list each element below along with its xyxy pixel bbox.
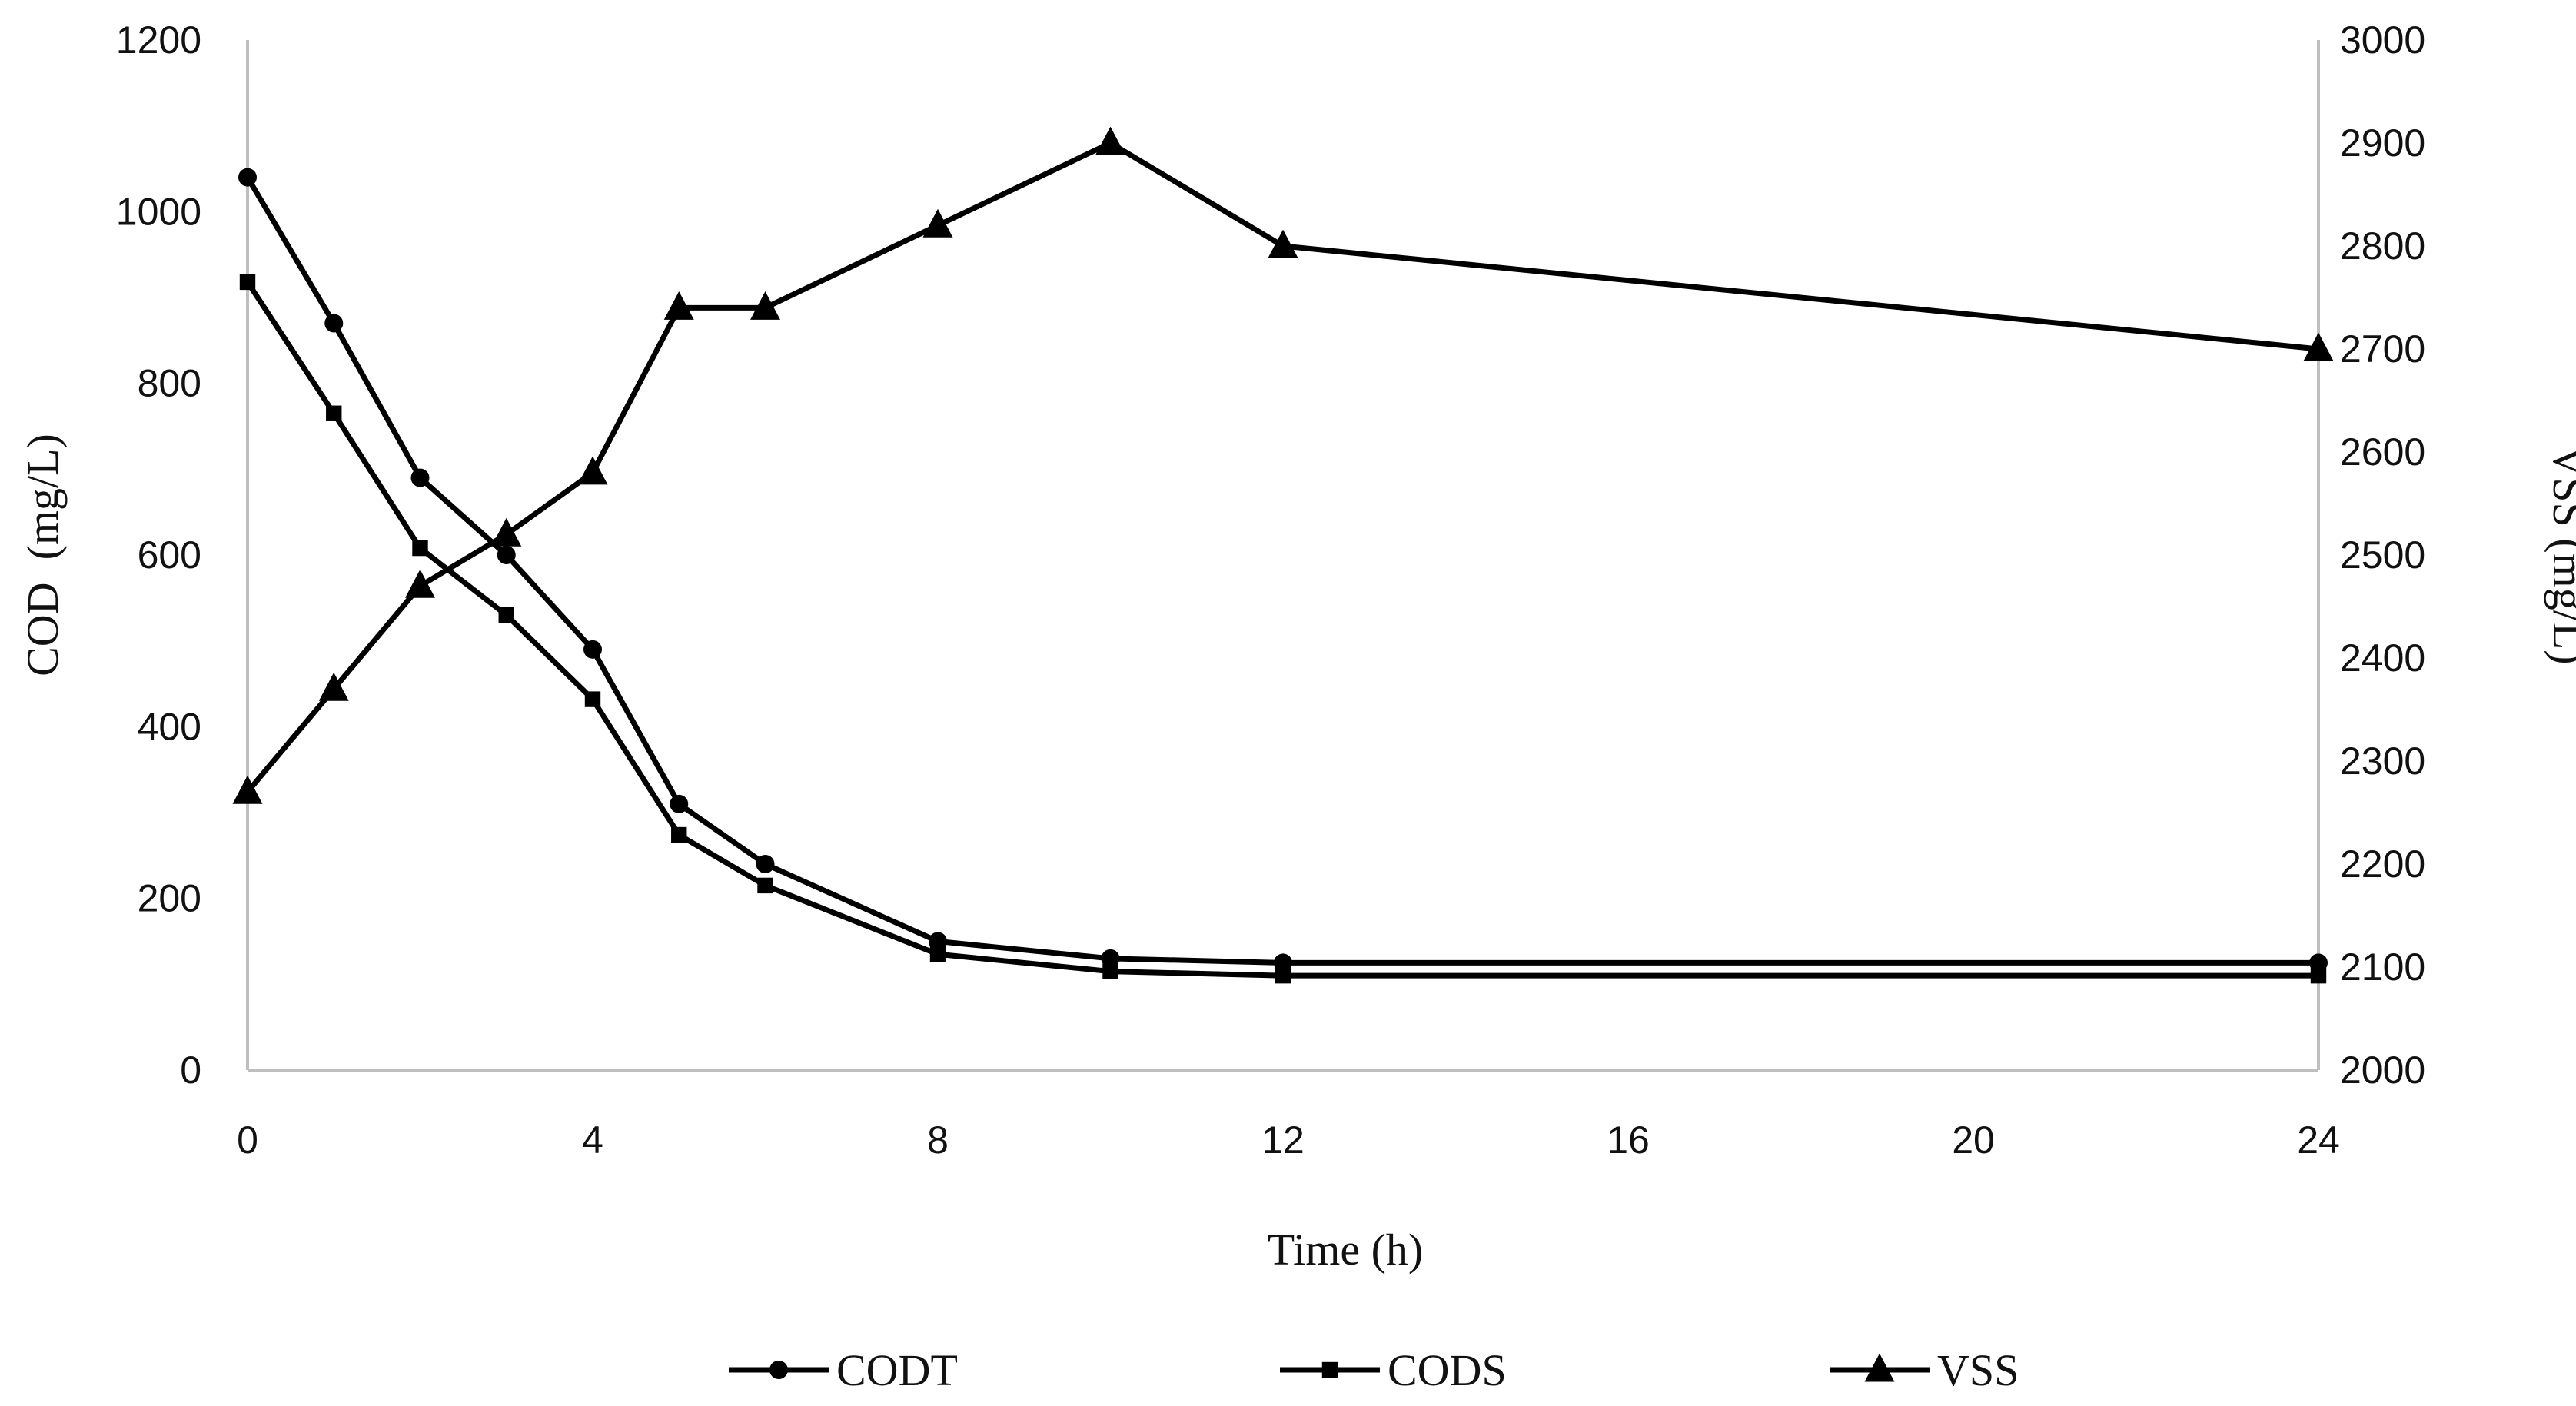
- left-y-tick-label: 400: [138, 705, 201, 748]
- left-y-tick-label: 0: [180, 1049, 201, 1092]
- data-point: [232, 775, 263, 804]
- right-y-tick-label: 2100: [2340, 946, 2425, 989]
- x-tick-label: 12: [1261, 1118, 1305, 1162]
- left-y-axis-title: COD (mg/L): [18, 434, 68, 676]
- data-point: [2303, 332, 2334, 361]
- series-line: [244, 175, 2318, 966]
- data-point: [410, 468, 430, 487]
- x-tick-label: 24: [2297, 1118, 2340, 1162]
- data-point: [2309, 953, 2328, 972]
- series-cods: [239, 274, 2327, 984]
- x-tick-label: 16: [1607, 1118, 1650, 1162]
- data-point: [584, 691, 601, 707]
- x-tick-label: 20: [1952, 1118, 1995, 1162]
- data-point: [2310, 967, 2327, 984]
- data-point: [922, 208, 953, 238]
- x-tick-label: 4: [582, 1118, 603, 1162]
- data-point: [318, 672, 349, 701]
- axes: [246, 40, 2320, 1072]
- series-line: [245, 280, 2318, 979]
- series-codt: [238, 168, 2328, 972]
- right-y-tick-label: 3000: [2340, 18, 2425, 61]
- right-y-tick-label: 2600: [2340, 430, 2425, 474]
- series: [232, 126, 2334, 984]
- right-y-tick-label: 2200: [2340, 843, 2425, 886]
- legend-label: CODT: [836, 1345, 958, 1395]
- right-y-axis-title: VSS (mg/L): [2544, 445, 2576, 664]
- data-point: [1095, 126, 1125, 155]
- data-point: [750, 291, 780, 320]
- left-y-tick-label: 200: [138, 877, 201, 920]
- right-y-tick-label: 2900: [2340, 121, 2425, 165]
- right-y-tick-label: 2700: [2340, 327, 2425, 371]
- data-point: [491, 517, 522, 547]
- legend-label: VSS: [1937, 1345, 2019, 1395]
- right-y-tick-label: 2500: [2340, 533, 2425, 577]
- legend-marker: [1864, 1353, 1895, 1382]
- left-y-tick-label: 800: [138, 362, 201, 405]
- right-y-tick-label: 2000: [2340, 1049, 2425, 1092]
- x-tick-label: 0: [237, 1118, 258, 1162]
- data-point: [577, 456, 608, 485]
- legend: CODT CODS VSS: [729, 1345, 2019, 1395]
- right-y-tick-label: 2400: [2340, 637, 2425, 680]
- data-point: [663, 291, 694, 320]
- right-y-tick-label: 2800: [2340, 224, 2425, 268]
- data-point: [412, 540, 428, 557]
- left-y-tick-label: 600: [138, 533, 201, 577]
- left-y-tick-label: 1000: [116, 190, 201, 233]
- data-point: [405, 569, 435, 598]
- legend-marker: [1321, 1361, 1338, 1378]
- legend-marker: [769, 1361, 788, 1379]
- legend-item: CODS: [1280, 1345, 1507, 1395]
- right-y-tick-label: 2300: [2340, 740, 2425, 783]
- data-point: [1101, 949, 1120, 968]
- data-point: [1268, 229, 1298, 258]
- data-point: [1275, 967, 1291, 984]
- data-point: [1102, 963, 1118, 979]
- data-point: [239, 274, 256, 291]
- data-point: [324, 314, 344, 333]
- x-axis-title: Time (h): [1268, 1225, 1424, 1275]
- legend-item: CODT: [729, 1345, 958, 1395]
- data-point: [756, 855, 775, 873]
- data-point: [670, 794, 689, 813]
- data-point: [929, 946, 946, 962]
- data-point: [929, 932, 947, 951]
- data-point: [326, 405, 342, 421]
- x-tick-label: 8: [927, 1118, 949, 1162]
- data-point: [671, 826, 687, 843]
- legend-item: VSS: [1830, 1345, 2019, 1395]
- series-vss: [232, 126, 2334, 804]
- data-point: [498, 607, 514, 623]
- tick-labels: 0 4 8 12 16 20 24 0 200 400 600 800 1000 1200 2000 2100…: [116, 18, 2425, 1162]
- data-point: [238, 168, 257, 187]
- data-point: [757, 877, 773, 894]
- legend-label: CODS: [1388, 1345, 1507, 1395]
- data-point: [497, 546, 516, 564]
- left-y-tick-label: 1200: [116, 18, 201, 61]
- data-point: [583, 640, 602, 659]
- data-point: [1274, 953, 1292, 972]
